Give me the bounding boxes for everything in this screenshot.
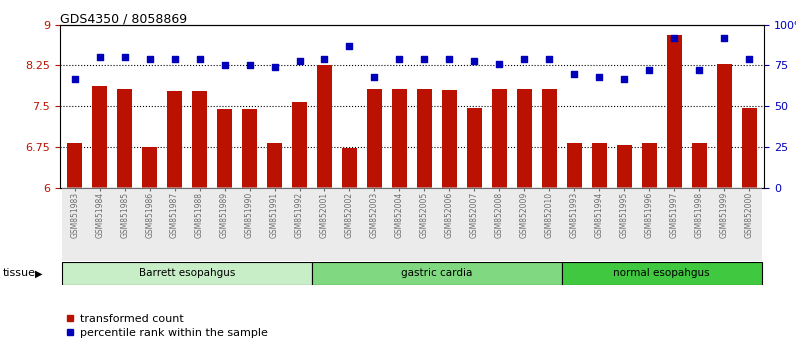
- Point: [193, 56, 206, 62]
- Bar: [312, 187, 337, 261]
- Bar: [417, 89, 432, 354]
- Text: gastric cardia: gastric cardia: [401, 268, 473, 279]
- Bar: [667, 35, 681, 354]
- Bar: [62, 187, 88, 261]
- Bar: [137, 187, 162, 261]
- Bar: [367, 89, 382, 354]
- Bar: [442, 90, 457, 354]
- Bar: [212, 187, 237, 261]
- Point: [468, 58, 481, 63]
- Bar: [262, 187, 287, 261]
- Bar: [242, 109, 257, 354]
- Bar: [642, 143, 657, 354]
- Bar: [312, 262, 562, 285]
- Text: normal esopahgus: normal esopahgus: [614, 268, 710, 279]
- Bar: [687, 187, 712, 261]
- Bar: [542, 89, 557, 354]
- Point: [668, 35, 681, 41]
- Bar: [162, 187, 187, 261]
- Bar: [587, 187, 612, 261]
- Bar: [237, 187, 262, 261]
- Text: tissue: tissue: [2, 268, 35, 278]
- Bar: [712, 187, 736, 261]
- Bar: [187, 187, 212, 261]
- Point: [418, 56, 431, 62]
- Bar: [562, 187, 587, 261]
- Bar: [637, 187, 661, 261]
- Bar: [591, 143, 607, 354]
- Point: [693, 68, 705, 73]
- Point: [518, 56, 531, 62]
- Point: [718, 35, 731, 41]
- Bar: [692, 143, 707, 354]
- Bar: [412, 187, 437, 261]
- Bar: [617, 145, 632, 354]
- Bar: [292, 102, 307, 354]
- Point: [368, 74, 380, 80]
- Bar: [487, 187, 512, 261]
- Text: Barrett esopahgus: Barrett esopahgus: [139, 268, 236, 279]
- Point: [318, 56, 331, 62]
- Bar: [117, 89, 132, 354]
- Point: [643, 68, 656, 73]
- Point: [119, 55, 131, 60]
- Bar: [392, 89, 407, 354]
- Bar: [661, 187, 687, 261]
- Bar: [192, 91, 207, 354]
- Text: GDS4350 / 8058869: GDS4350 / 8058869: [60, 12, 187, 25]
- Bar: [217, 109, 232, 354]
- Bar: [562, 262, 762, 285]
- Bar: [612, 187, 637, 261]
- Bar: [517, 89, 532, 354]
- Bar: [62, 262, 312, 285]
- Point: [168, 56, 181, 62]
- Bar: [317, 65, 332, 354]
- Point: [268, 64, 281, 70]
- Bar: [537, 187, 562, 261]
- Bar: [716, 64, 732, 354]
- Bar: [437, 187, 462, 261]
- Point: [68, 76, 81, 81]
- Bar: [467, 108, 482, 354]
- Bar: [742, 108, 757, 354]
- Point: [593, 74, 606, 80]
- Point: [343, 43, 356, 49]
- Point: [218, 63, 231, 68]
- Bar: [387, 187, 412, 261]
- Point: [244, 63, 256, 68]
- Bar: [736, 187, 762, 261]
- Bar: [142, 147, 157, 354]
- Bar: [337, 187, 362, 261]
- Point: [568, 71, 580, 76]
- Bar: [287, 187, 312, 261]
- Text: ▶: ▶: [35, 268, 42, 278]
- Bar: [92, 86, 107, 354]
- Point: [618, 76, 630, 81]
- Bar: [362, 187, 387, 261]
- Point: [743, 56, 755, 62]
- Bar: [167, 91, 182, 354]
- Bar: [492, 89, 507, 354]
- Bar: [67, 143, 82, 354]
- Point: [143, 56, 156, 62]
- Bar: [112, 187, 137, 261]
- Point: [443, 56, 456, 62]
- Bar: [267, 143, 282, 354]
- Bar: [512, 187, 537, 261]
- Legend: transformed count, percentile rank within the sample: transformed count, percentile rank withi…: [65, 314, 267, 338]
- Point: [293, 58, 306, 63]
- Point: [493, 61, 505, 67]
- Bar: [88, 187, 112, 261]
- Bar: [462, 187, 487, 261]
- Bar: [567, 143, 582, 354]
- Point: [93, 55, 106, 60]
- Point: [543, 56, 556, 62]
- Point: [393, 56, 406, 62]
- Bar: [342, 148, 357, 354]
